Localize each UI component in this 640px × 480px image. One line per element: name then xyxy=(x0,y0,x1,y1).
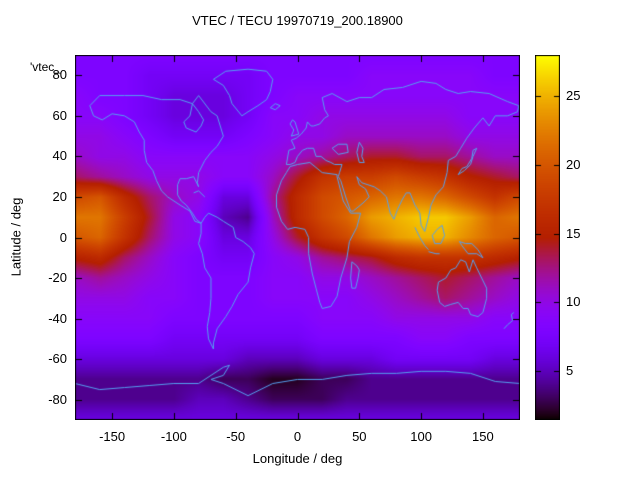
colorbar-tick-label: 20 xyxy=(566,156,581,172)
y-tick-label: 60 xyxy=(52,107,67,123)
colorbar-tick-label: 5 xyxy=(566,362,574,378)
key-annotation: 'vtec_ xyxy=(30,60,61,74)
y-tick-label: 0 xyxy=(59,229,67,245)
x-tick-label: -100 xyxy=(160,429,187,444)
x-tick-label: -150 xyxy=(99,429,126,444)
heatmap-plot-area xyxy=(75,55,520,420)
colorbar-tick-label: 15 xyxy=(566,225,581,241)
x-tick-label: 150 xyxy=(472,429,494,444)
y-tick-label: -20 xyxy=(48,270,67,286)
colorbar-tick-label: 25 xyxy=(566,88,581,104)
y-axis-label: Latitude / deg xyxy=(8,197,24,277)
x-tick-label: 50 xyxy=(352,429,367,444)
x-tick-label: 100 xyxy=(410,429,432,444)
y-tick-label: -60 xyxy=(48,351,67,367)
chart-title: VTEC / TECU 19970719_200.18900 xyxy=(192,13,403,28)
y-tick-label: 80 xyxy=(52,67,67,83)
y-tick-label: 40 xyxy=(52,148,67,164)
x-tick-label: 0 xyxy=(293,429,302,444)
colorbar xyxy=(535,55,560,420)
y-tick-label: -40 xyxy=(48,310,67,326)
y-tick-label: 20 xyxy=(52,188,67,204)
colorbar-tick-label: 10 xyxy=(566,294,581,310)
x-axis-label: Longitude / deg xyxy=(252,451,343,466)
x-tick-label: -50 xyxy=(226,429,246,444)
y-tick-label: -80 xyxy=(48,391,67,407)
